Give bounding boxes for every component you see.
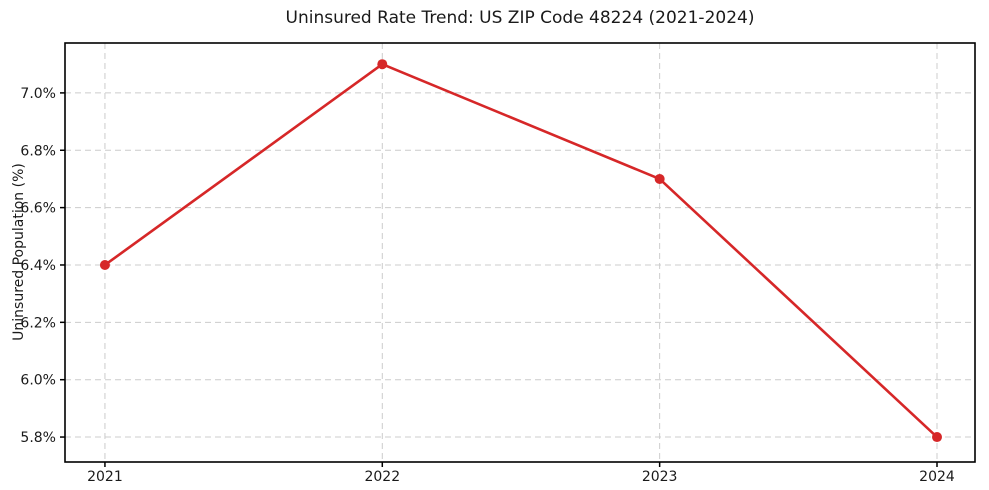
x-tick-label: 2021 bbox=[87, 469, 123, 485]
data-point-marker bbox=[377, 59, 388, 70]
plot-border bbox=[64, 42, 976, 463]
y-tick-label: 6.0% bbox=[20, 373, 56, 389]
chart-title: Uninsured Rate Trend: US ZIP Code 48224 … bbox=[285, 8, 755, 28]
y-axis-label: Uninsured Population (%) bbox=[11, 163, 27, 341]
data-point-marker bbox=[654, 173, 665, 184]
y-tick-label: 6.4% bbox=[20, 258, 56, 274]
data-point-marker bbox=[99, 259, 110, 270]
trend-line bbox=[103, 62, 939, 439]
y-tick-label: 6.6% bbox=[20, 201, 56, 217]
x-tick-label: 2024 bbox=[919, 469, 955, 485]
y-tick-label: 5.8% bbox=[20, 430, 56, 446]
y-tick-label: 6.2% bbox=[20, 315, 56, 331]
y-tick-label: 7.0% bbox=[20, 86, 56, 102]
x-tick-label: 2023 bbox=[642, 469, 678, 485]
x-tick-label: 2022 bbox=[364, 469, 400, 485]
y-tick-label: 6.8% bbox=[20, 143, 56, 159]
data-point-marker bbox=[932, 432, 943, 443]
